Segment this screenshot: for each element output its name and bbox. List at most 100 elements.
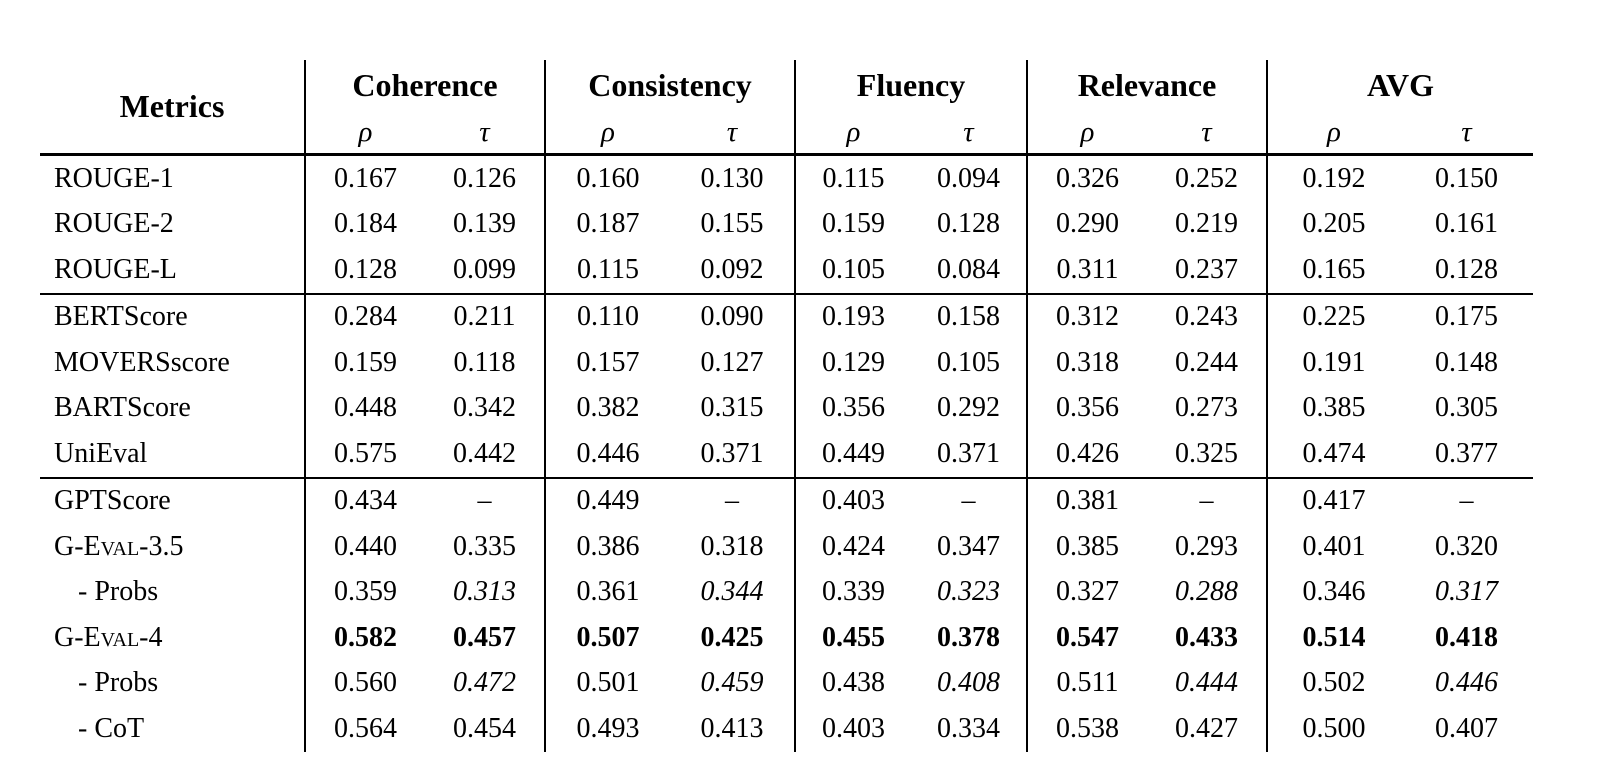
group-header-relevance: Relevance bbox=[1026, 60, 1267, 111]
value-cell: 0.418 bbox=[1435, 621, 1498, 653]
metric-label: - Probs bbox=[78, 576, 159, 608]
group-header-avg: AVG bbox=[1266, 60, 1533, 111]
value-cell: 0.377 bbox=[1435, 437, 1498, 469]
value-cell: 0.288 bbox=[1175, 576, 1238, 608]
value-cell: 0.455 bbox=[794, 615, 911, 661]
value-cell: 0.438 bbox=[794, 660, 911, 706]
value-cell: 0.293 bbox=[1175, 530, 1238, 562]
value-cell: 0.139 bbox=[453, 208, 516, 240]
table-row-gptscore: GPTScore 0.434–0.449–0.403–0.381–0.417– bbox=[40, 476, 1533, 524]
table-row-rouge-2: ROUGE-2 0.184 0.139 0.187 0.155 0.159 0.128 0.2… bbox=[40, 201, 1533, 247]
value-cell: 0.150 bbox=[1435, 162, 1498, 194]
table-header: Metrics Coherence Consistency Fluency Relev… bbox=[40, 60, 1533, 156]
value-cell: 0.187 bbox=[544, 201, 670, 247]
table-row-bertscore: BERTScore 0.284 0.211 0.110 0.090 0.193 0.158 0… bbox=[40, 292, 1533, 340]
group-header-consistency: Consistency bbox=[544, 60, 795, 111]
value-cell: 0.110 bbox=[544, 292, 670, 340]
table-row-rouge-1: ROUGE-1 0.167 0.126 0.160 0.130 0.115 0.094 0.3… bbox=[40, 154, 1533, 202]
value-cell: 0.449 bbox=[544, 476, 670, 524]
metric-label: GPTScore bbox=[40, 476, 305, 524]
metric-label: ROUGE-1 bbox=[54, 162, 174, 194]
value-cell: 0.440 bbox=[304, 524, 425, 570]
metric-label: MOVERSscore bbox=[54, 346, 230, 378]
value-cell: 0.454 bbox=[453, 712, 516, 744]
value-cell: 0.092 bbox=[700, 253, 764, 285]
table-row-probs: - Probs 0.560 0.472 0.501 0.459 0.438 0.408 0.5… bbox=[40, 660, 1533, 706]
metric-label: ROUGE-L bbox=[54, 253, 177, 285]
rho-header: ρ bbox=[1266, 111, 1400, 156]
value-cell: 0.564 bbox=[304, 706, 425, 752]
tau-header: τ bbox=[1147, 111, 1267, 156]
value-cell: 0.347 bbox=[937, 530, 1000, 562]
metrics-column-header: Metrics bbox=[40, 60, 305, 156]
value-cell: 0.317 bbox=[1435, 576, 1498, 608]
group-header-coherence: Coherence bbox=[304, 60, 545, 111]
value-cell: 0.127 bbox=[700, 346, 764, 378]
value-cell: 0.325 bbox=[1175, 437, 1238, 469]
value-cell: 0.474 bbox=[1266, 431, 1400, 478]
value-cell: – bbox=[911, 476, 1027, 524]
group-header-fluency: Fluency bbox=[794, 60, 1027, 111]
value-cell: 0.090 bbox=[670, 292, 795, 340]
value-cell: 0.313 bbox=[453, 576, 516, 608]
value-cell: 0.385 bbox=[1266, 385, 1400, 431]
metric-label: - Probs bbox=[78, 667, 159, 699]
value-cell: 0.386 bbox=[544, 524, 670, 570]
correlation-table: Metrics Coherence Consistency Fluency Relev… bbox=[40, 60, 1533, 752]
value-cell: 0.311 bbox=[1026, 247, 1147, 294]
value-cell: 0.184 bbox=[304, 201, 425, 247]
value-cell: 0.472 bbox=[453, 667, 516, 699]
table-row-g-eval-3-5: G-Eval-3.5 0.440 0.335 0.386 0.318 0.424 0.347… bbox=[40, 524, 1533, 570]
value-cell: 0.401 bbox=[1266, 524, 1400, 570]
value-cell: 0.502 bbox=[1266, 660, 1400, 706]
table-row-rouge-l: ROUGE-L 0.128 0.099 0.115 0.092 0.105 0.084 0.3… bbox=[40, 247, 1533, 294]
value-cell: 0.192 bbox=[1266, 154, 1400, 202]
value-cell: 0.243 bbox=[1147, 292, 1267, 340]
table-row-g-eval-4: G-Eval-4 0.582 0.457 0.507 0.425 0.455 0.378 0.… bbox=[40, 615, 1533, 661]
value-cell: 0.356 bbox=[794, 385, 911, 431]
value-cell: 0.320 bbox=[1435, 530, 1498, 562]
value-cell: 0.323 bbox=[937, 576, 1000, 608]
value-cell: 0.193 bbox=[794, 292, 911, 340]
table-row-moversscore: MOVERSscore 0.159 0.118 0.157 0.127 0.129 0.10… bbox=[40, 340, 1533, 386]
value-cell: 0.339 bbox=[794, 569, 911, 615]
table-row-probs: - Probs 0.359 0.313 0.361 0.344 0.339 0.323 0.3… bbox=[40, 569, 1533, 615]
value-cell: 0.407 bbox=[1435, 712, 1498, 744]
value-cell: 0.427 bbox=[1175, 712, 1238, 744]
value-cell: 0.457 bbox=[453, 621, 516, 653]
tau-header: τ bbox=[911, 111, 1027, 156]
table-body: ROUGE-1 0.167 0.126 0.160 0.130 0.115 0.094 0.3… bbox=[40, 154, 1533, 752]
metric-label: BERTScore bbox=[40, 292, 305, 340]
rho-header: ρ bbox=[304, 111, 425, 156]
metric-label: BARTScore bbox=[54, 392, 191, 424]
metric-label: - CoT bbox=[78, 712, 145, 744]
value-cell: 0.159 bbox=[304, 340, 425, 386]
value-cell: 0.385 bbox=[1026, 524, 1147, 570]
value-cell: 0.273 bbox=[1175, 392, 1238, 424]
value-cell: 0.538 bbox=[1026, 706, 1147, 752]
value-cell: 0.417 bbox=[1266, 476, 1400, 524]
value-cell: 0.334 bbox=[937, 712, 1000, 744]
value-cell: 0.371 bbox=[700, 437, 764, 469]
group-header-row: Metrics Coherence Consistency Fluency Relev… bbox=[40, 60, 1533, 156]
value-cell: 0.511 bbox=[1026, 660, 1147, 706]
value-cell: 0.315 bbox=[700, 392, 764, 424]
table-row-cot: - CoT 0.564 0.454 0.493 0.413 0.403 0.334 0.538… bbox=[40, 706, 1533, 752]
value-cell: 0.158 bbox=[911, 292, 1027, 340]
value-cell: – bbox=[670, 476, 795, 524]
value-cell: 0.129 bbox=[794, 340, 911, 386]
value-cell: 0.425 bbox=[700, 621, 764, 653]
value-cell: 0.442 bbox=[453, 437, 516, 469]
value-cell: 0.459 bbox=[700, 667, 764, 699]
value-cell: 0.381 bbox=[1026, 476, 1147, 524]
tau-header: τ bbox=[425, 111, 545, 156]
value-cell: 0.191 bbox=[1266, 340, 1400, 386]
metric-label: ROUGE-2 bbox=[54, 208, 174, 240]
value-cell: 0.252 bbox=[1175, 162, 1238, 194]
value-cell: 0.500 bbox=[1266, 706, 1400, 752]
value-cell: 0.167 bbox=[304, 154, 425, 202]
value-cell: 0.582 bbox=[304, 615, 425, 661]
value-cell: 0.128 bbox=[937, 208, 1000, 240]
value-cell: 0.344 bbox=[700, 576, 764, 608]
value-cell: 0.292 bbox=[937, 392, 1000, 424]
